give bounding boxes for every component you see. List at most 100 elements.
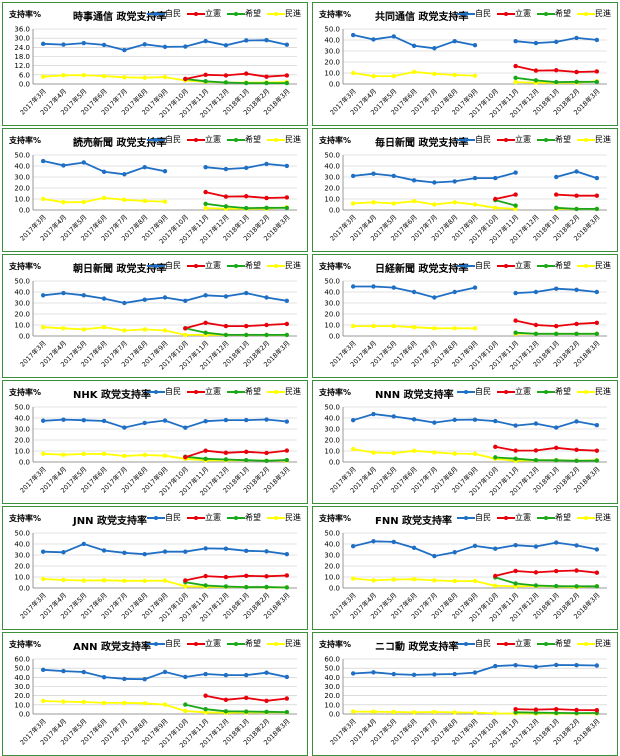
data-point bbox=[554, 331, 559, 336]
data-point bbox=[244, 205, 249, 211]
data-point bbox=[162, 44, 168, 50]
data-point bbox=[574, 543, 579, 548]
y-tick-label: 30.0 bbox=[14, 552, 30, 560]
data-point bbox=[183, 454, 188, 460]
data-point bbox=[142, 578, 147, 584]
data-point bbox=[284, 709, 290, 715]
y-tick-label: 20.0 bbox=[14, 692, 30, 700]
data-point bbox=[81, 72, 86, 78]
data-point bbox=[101, 418, 107, 424]
data-point bbox=[391, 671, 396, 677]
chart-title: 時事通信 政党支持率 bbox=[73, 12, 167, 23]
legend-swatch bbox=[537, 137, 555, 142]
series-line bbox=[185, 581, 287, 589]
plot-area: 0.010.020.030.040.050.060.02017年3月2017年4… bbox=[324, 656, 607, 750]
data-point bbox=[244, 695, 249, 701]
data-point bbox=[452, 326, 457, 331]
data-point bbox=[40, 576, 46, 582]
data-point bbox=[203, 418, 208, 424]
legend-label: 民進 bbox=[595, 639, 611, 648]
data-point bbox=[574, 69, 579, 75]
data-point bbox=[371, 73, 376, 79]
data-point bbox=[203, 583, 208, 588]
legend-swatch bbox=[227, 389, 245, 394]
y-tick-label: 0.0 bbox=[19, 81, 30, 89]
y-tick-label: 50.0 bbox=[324, 665, 340, 673]
legend-swatch bbox=[457, 11, 475, 16]
data-point bbox=[284, 80, 290, 86]
legend-item: 立憲 bbox=[187, 8, 221, 19]
data-point bbox=[183, 674, 188, 680]
data-point bbox=[574, 707, 579, 713]
y-tick-label: 0.0 bbox=[19, 711, 30, 719]
legend-item: 自民 bbox=[147, 134, 181, 145]
data-point bbox=[574, 79, 579, 85]
data-point bbox=[391, 201, 396, 206]
legend-label: 自民 bbox=[475, 513, 491, 522]
data-point bbox=[350, 32, 356, 38]
legend-item: 立憲 bbox=[187, 134, 221, 145]
data-point bbox=[533, 448, 539, 453]
series-line bbox=[495, 576, 597, 588]
legend-item: 希望 bbox=[537, 512, 571, 523]
data-point bbox=[574, 331, 579, 336]
data-point bbox=[122, 47, 127, 53]
data-point bbox=[472, 202, 478, 207]
data-point bbox=[162, 168, 168, 174]
chart-title: NHK 政党支持率 bbox=[73, 390, 151, 401]
data-point bbox=[284, 585, 290, 590]
legend-item: 自民 bbox=[147, 512, 181, 523]
data-point bbox=[142, 165, 147, 170]
data-point bbox=[513, 568, 518, 574]
legend-swatch bbox=[227, 137, 245, 142]
data-point bbox=[350, 173, 356, 179]
data-point bbox=[594, 193, 600, 198]
legend-swatch bbox=[187, 263, 205, 268]
data-point bbox=[411, 325, 417, 330]
series-line bbox=[352, 540, 597, 558]
data-point bbox=[452, 671, 457, 677]
data-point bbox=[223, 332, 229, 338]
chart-panel: 支持率% ANN 政党支持率 自民 立憲 希望 民進 0.0 10.0 20.0 30.0 40.0… bbox=[2, 632, 308, 756]
data-point bbox=[264, 295, 269, 300]
data-point bbox=[61, 668, 66, 674]
data-point bbox=[101, 578, 107, 583]
data-point bbox=[244, 38, 249, 43]
y-tick-label: 0.0 bbox=[329, 81, 340, 89]
data-point bbox=[183, 702, 188, 707]
data-point bbox=[284, 73, 290, 78]
data-point bbox=[223, 697, 229, 702]
chart-panel: 支持率% NHK 政党支持率 自民 立憲 希望 民進 0.0 10.0 20.0 30.0 40.0… bbox=[2, 380, 308, 504]
chart-title: ニコ動 政党支持率 bbox=[375, 642, 459, 653]
data-point bbox=[513, 330, 518, 335]
data-point bbox=[122, 425, 127, 430]
data-point bbox=[533, 40, 539, 46]
legend-label: 立憲 bbox=[515, 261, 531, 270]
plot-area: 0.010.020.030.040.050.02017年3月2017年4月201… bbox=[324, 278, 607, 372]
data-point bbox=[493, 546, 498, 551]
data-point bbox=[432, 420, 437, 425]
data-point bbox=[244, 323, 249, 329]
legend-label: 希望 bbox=[245, 513, 261, 522]
legend-item: 立憲 bbox=[497, 386, 531, 397]
series-line bbox=[185, 72, 287, 80]
data-point bbox=[554, 39, 559, 45]
data-point bbox=[244, 458, 249, 463]
legend-swatch bbox=[457, 515, 475, 520]
legend-label: 希望 bbox=[555, 513, 571, 522]
data-point bbox=[594, 448, 600, 453]
legend-swatch bbox=[497, 263, 515, 268]
legend-item: 民進 bbox=[577, 638, 611, 649]
legend-label: 希望 bbox=[555, 387, 571, 396]
data-point bbox=[513, 448, 518, 453]
data-point bbox=[350, 323, 356, 329]
data-point bbox=[594, 708, 600, 713]
data-point bbox=[244, 332, 249, 338]
data-point bbox=[40, 293, 46, 298]
data-point bbox=[594, 320, 600, 325]
data-point bbox=[513, 423, 518, 428]
legend-label: 立憲 bbox=[515, 387, 531, 396]
y-tick-label: 10.0 bbox=[324, 322, 340, 330]
data-point bbox=[101, 169, 107, 175]
y-tick-label: 6.0 bbox=[19, 71, 30, 79]
